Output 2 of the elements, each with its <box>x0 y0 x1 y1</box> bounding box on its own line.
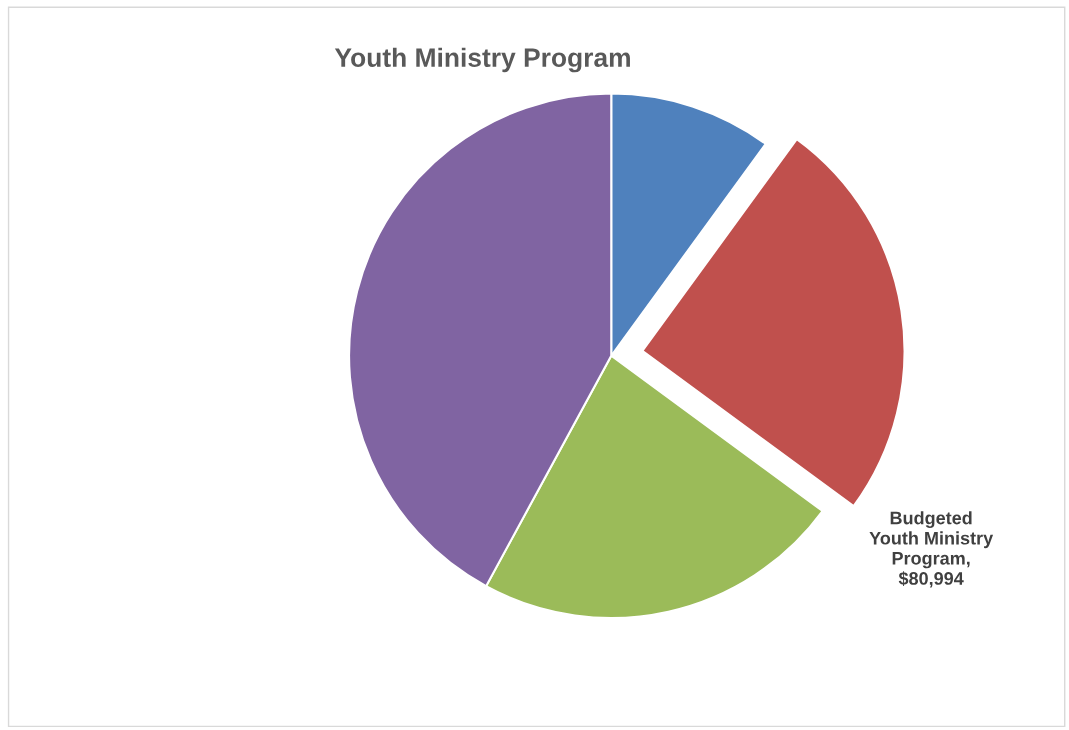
data-label: Budgeted Youth Ministry Program, $80,994 <box>869 511 994 588</box>
chart-title: Youth Ministry Program <box>334 47 630 73</box>
